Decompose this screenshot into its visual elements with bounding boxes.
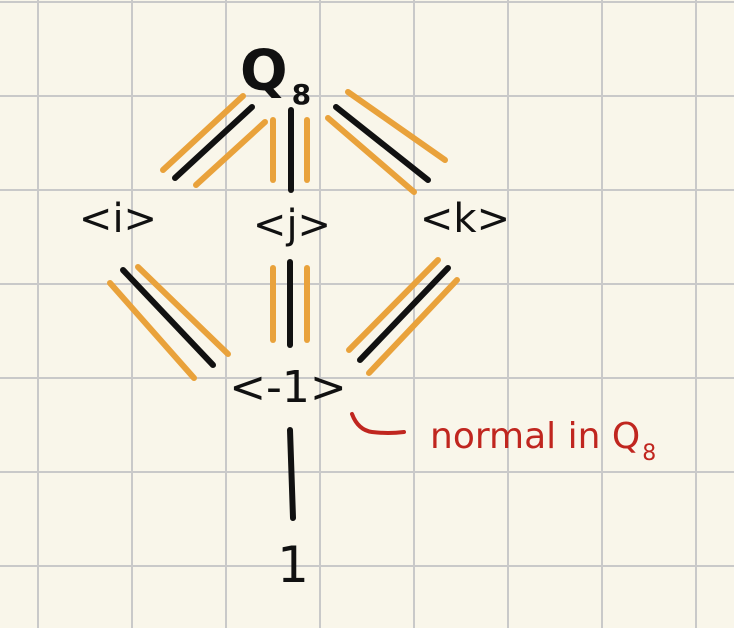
node-k: <k> xyxy=(420,196,510,242)
highlight-strokes xyxy=(107,89,460,381)
edge-q8-i xyxy=(172,104,255,181)
node-neg1: <-1> xyxy=(229,362,347,413)
node-j: <j> xyxy=(253,202,331,248)
highlight-i-neg1 xyxy=(135,264,231,357)
node-i: <i> xyxy=(79,196,157,242)
node-q8-sub: 8 xyxy=(292,78,311,111)
edge-neg1-one xyxy=(287,427,296,521)
highlight-i-neg1-2 xyxy=(107,280,197,381)
highlight-q8-i xyxy=(160,93,246,173)
highlight-q8-i-2 xyxy=(193,119,268,188)
highlight-q8-k-2 xyxy=(325,115,417,195)
annotation-arrow-icon xyxy=(350,412,406,435)
highlight-k-neg1-2 xyxy=(366,277,460,376)
highlight-k-neg1 xyxy=(346,257,441,353)
node-one: 1 xyxy=(277,536,309,594)
highlight-q8-k xyxy=(345,89,448,163)
annotation-note: normal in Q8 xyxy=(430,416,656,466)
edge-i-neg1 xyxy=(120,267,216,368)
edge-q8-k xyxy=(333,104,431,183)
lattice-edges xyxy=(120,104,451,521)
annotation-text: normal in Q xyxy=(430,416,640,457)
node-q8-base: Q xyxy=(240,39,288,104)
edge-k-neg1 xyxy=(357,265,451,363)
annotation-group: normal in Q8 xyxy=(350,412,656,466)
annotation-sub: 8 xyxy=(642,441,656,466)
